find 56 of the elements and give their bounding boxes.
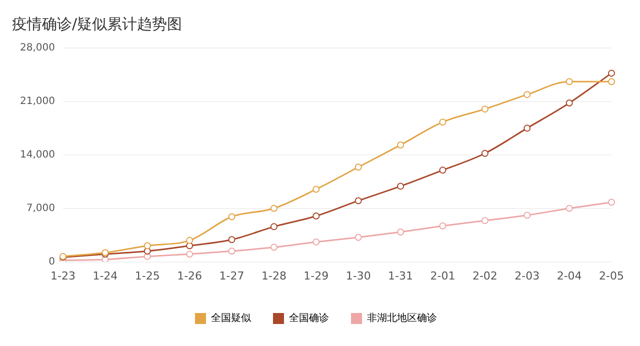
x-tick-label: 1-29 <box>304 269 329 282</box>
x-tick-label: 1-30 <box>346 269 371 282</box>
point <box>397 141 404 148</box>
point <box>270 244 278 251</box>
point <box>566 78 573 86</box>
y-tick-label: 0 <box>48 256 55 268</box>
y-tick-label: 28,000 <box>20 42 55 54</box>
x-tick-label: 2-01 <box>430 269 456 282</box>
point <box>228 213 236 220</box>
point <box>566 204 573 212</box>
legend-label: 全国疑似 <box>211 312 251 324</box>
x-tick-label: 1-28 <box>261 269 286 282</box>
point <box>312 238 320 246</box>
point <box>397 182 404 190</box>
point <box>354 234 362 241</box>
y-tick-label: 14,000 <box>20 149 55 160</box>
point <box>312 186 320 193</box>
point <box>270 223 278 230</box>
point <box>144 242 151 250</box>
x-tick-label: 1-24 <box>92 269 118 282</box>
x-tick-label: 1-31 <box>388 269 414 282</box>
x-tick-label: 1-23 <box>50 269 76 282</box>
point <box>354 197 362 204</box>
x-tick-label: 1-26 <box>177 269 202 282</box>
x-tick-label: 2-03 <box>514 269 540 282</box>
point <box>608 198 616 206</box>
point <box>439 118 446 126</box>
point <box>270 204 278 212</box>
point <box>228 236 236 244</box>
point <box>608 70 616 77</box>
point <box>524 124 531 132</box>
y-tick-label: 21,000 <box>20 96 55 108</box>
point <box>439 166 446 174</box>
point <box>524 212 531 219</box>
x-tick-label: 1-27 <box>219 269 244 282</box>
x-tick-label: 1-25 <box>134 269 160 282</box>
x-tick-label: 2-02 <box>472 269 498 282</box>
chart-title: 疫情确诊/疑似累计趋势图 <box>12 14 182 33</box>
point <box>354 164 362 171</box>
point <box>228 248 236 255</box>
point <box>481 106 488 113</box>
legend-label: 全国确诊 <box>289 312 329 324</box>
x-tick-label: 2-04 <box>556 269 582 282</box>
point <box>186 250 194 258</box>
point <box>312 212 320 220</box>
point <box>566 99 573 106</box>
point <box>397 228 404 236</box>
point <box>186 236 194 244</box>
legend-label: 非湖北地区确诊 <box>367 312 437 324</box>
point <box>481 150 488 157</box>
point <box>481 217 488 224</box>
point <box>608 78 616 86</box>
point <box>439 222 446 230</box>
point <box>524 91 531 98</box>
y-tick-label: 7,000 <box>26 202 55 214</box>
x-tick-label: 2-05 <box>599 269 624 282</box>
